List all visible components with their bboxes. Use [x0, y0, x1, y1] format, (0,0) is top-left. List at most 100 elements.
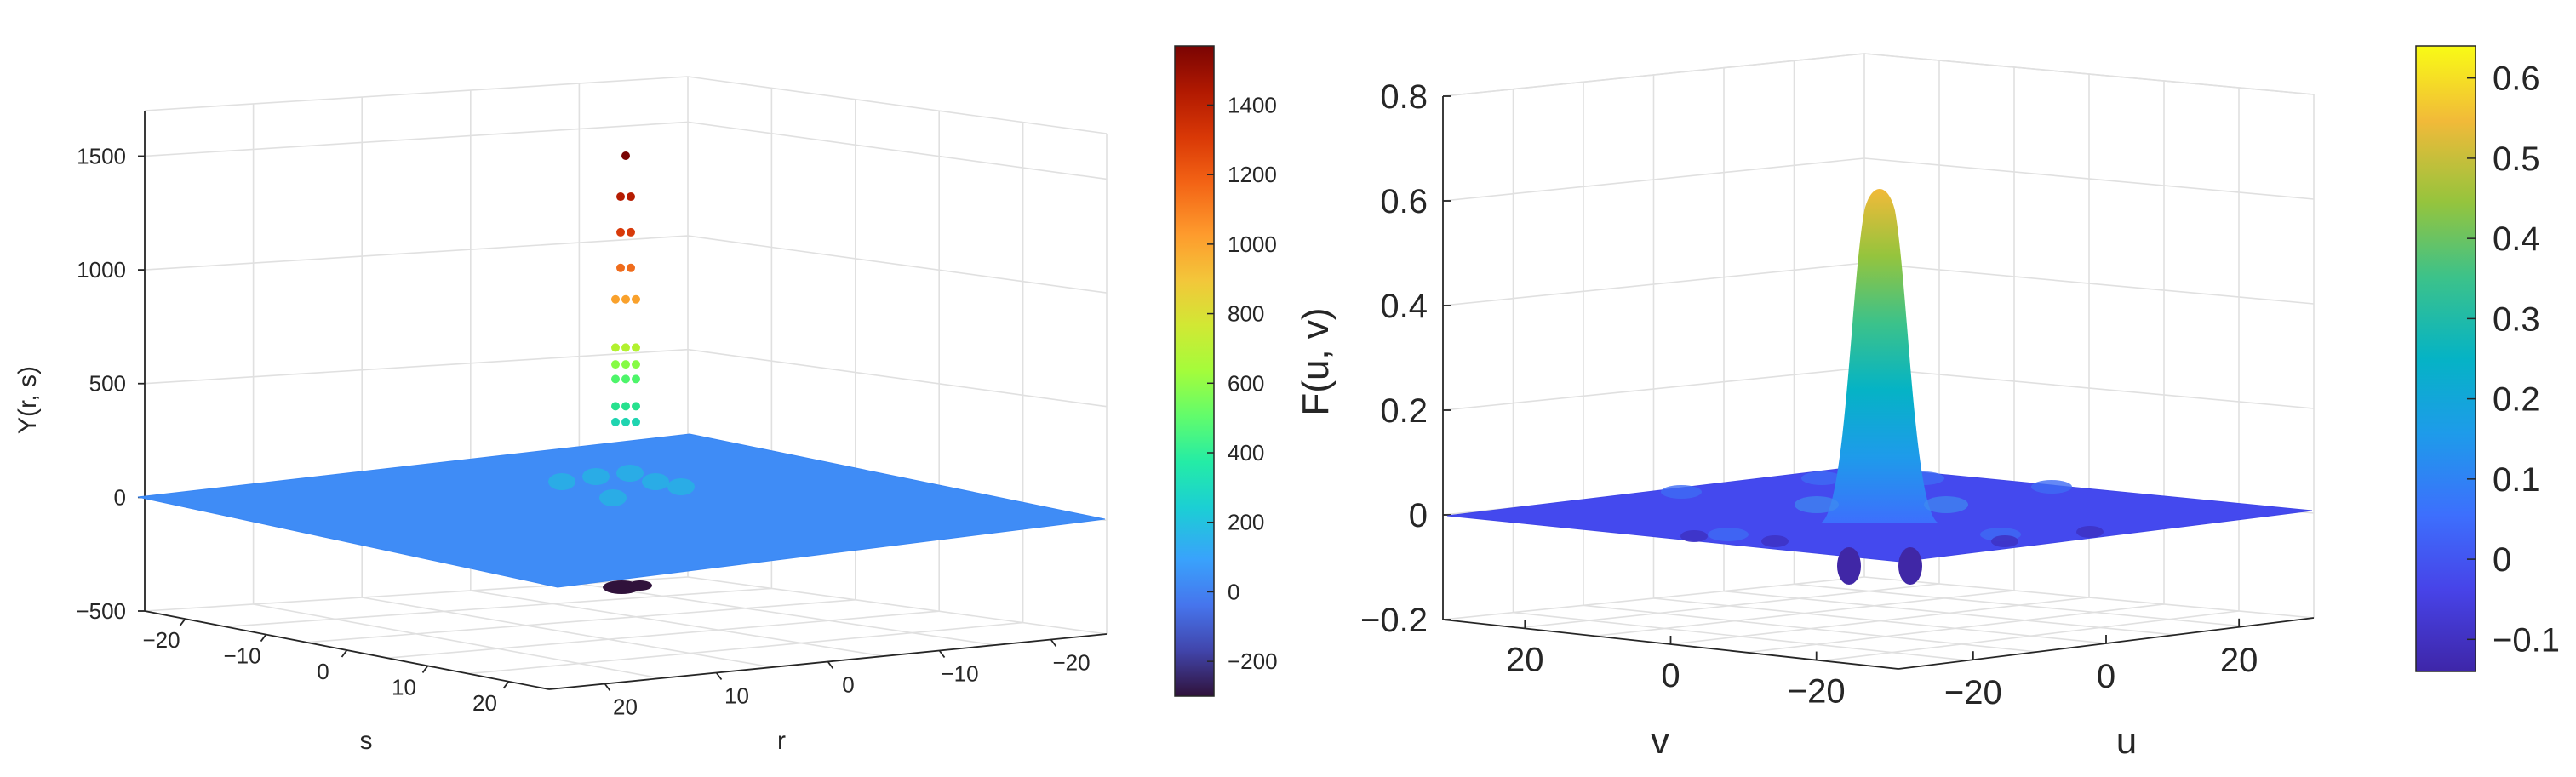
peak-point — [611, 402, 620, 411]
y-axis-label-left: s — [360, 727, 373, 755]
z-tick-label: 500 — [89, 371, 126, 397]
bump-mark — [582, 468, 610, 485]
bump-mark — [667, 478, 695, 495]
peak-point — [621, 360, 630, 369]
bump-mark — [616, 465, 644, 482]
wall-grid-line — [1863, 53, 2315, 95]
ripple — [2031, 480, 2072, 494]
y-axis-label-right: v — [1651, 720, 1669, 762]
colorbar-tick-label: 800 — [1228, 301, 1264, 327]
x-axis-label-right: u — [2116, 720, 2137, 762]
z-tick-label: 1000 — [77, 257, 126, 283]
peak-point — [616, 263, 625, 272]
colorbar-tick-label: 1000 — [1228, 231, 1277, 257]
trough — [1761, 535, 1789, 547]
wall-grid-line — [687, 235, 1108, 294]
ripple — [1661, 485, 1702, 499]
y-tick-label: 20 — [472, 690, 497, 716]
colorbar-tick-label: 0.4 — [2493, 220, 2540, 258]
floor-grid-line — [225, 587, 772, 628]
y-tick-label: 0 — [1661, 657, 1680, 694]
wall-grid-line — [1863, 367, 2315, 409]
wall-grid-line — [144, 576, 689, 612]
scatter-base-plane — [137, 433, 1106, 594]
z-tick-label: 0 — [1409, 497, 1428, 534]
ripple — [1708, 528, 1749, 541]
peak-point — [621, 151, 630, 160]
wall-grid-line — [144, 76, 689, 111]
floor-grid-line — [470, 590, 884, 657]
peak-point — [616, 227, 625, 237]
colorbar-tick-label: 1400 — [1228, 92, 1277, 117]
colorbar-tick-label: −200 — [1228, 648, 1278, 674]
y-tick-label: 10 — [392, 674, 416, 700]
peak-point — [621, 374, 630, 384]
x-tick-label: 10 — [724, 683, 749, 709]
surface-mesh — [1446, 189, 2313, 585]
trough — [1991, 535, 2018, 547]
trough — [1898, 547, 1922, 585]
y-tick-mark — [502, 681, 510, 689]
wall-grid-line — [144, 235, 689, 271]
y-tick-mark — [260, 634, 267, 643]
x-tick-mark — [604, 683, 611, 692]
x-tick-label: 0 — [2097, 658, 2115, 695]
left-colorbar-ticks: −200 0 200 400 600 800 1000 1200 1400 — [1207, 92, 1278, 674]
colorbar-turbo — [1174, 45, 1215, 697]
wall-grid-line — [687, 576, 1108, 635]
surface-peak — [1820, 189, 1939, 524]
peak-point — [621, 294, 630, 304]
x-tick-label: 0 — [842, 672, 854, 698]
wall-grid-line — [687, 121, 1108, 180]
y-tick-mark — [179, 618, 186, 626]
ripple — [1801, 471, 1842, 485]
wall-grid-line — [1442, 157, 1865, 202]
right-axis-lines — [1442, 95, 2315, 670]
x-tick-mark — [827, 660, 834, 670]
z-tick-label: 0 — [114, 484, 126, 510]
colorbar-tick-label: 200 — [1228, 510, 1264, 535]
x-tick-label: −20 — [1052, 650, 1090, 676]
left-tick-labels: −500 0 500 1000 1500 −20 −10 0 10 20 20 10 0 −10 −20 — [76, 143, 1090, 719]
right-colorbar-ticks: −0.1 0 0.1 0.2 0.3 0.4 0.5 0.6 — [2467, 60, 2560, 659]
floor-grid-line — [467, 621, 1023, 675]
colorbar-tick-label: −0.1 — [2493, 621, 2560, 659]
bump-mark — [548, 473, 575, 490]
z-tick-label: 0.6 — [1380, 183, 1428, 220]
colorbar-tick-label: 1200 — [1228, 162, 1277, 187]
z-tick-label: −0.2 — [1360, 602, 1428, 639]
peak-point — [632, 402, 640, 411]
y-tick-label: 20 — [1506, 641, 1544, 678]
peak-point — [632, 343, 640, 352]
ripple — [1924, 496, 1968, 513]
colorbar-tick-label: 400 — [1228, 440, 1264, 466]
wall-grid-line — [1863, 576, 2315, 619]
surface3d-plot: −0.200.20.40.60.820 0 −20 −20 0 20 F(u, v) v … — [1295, 45, 2560, 762]
y-tick-label: 0 — [317, 659, 329, 684]
left-axis-lines — [138, 111, 1108, 692]
trough — [1680, 530, 1708, 542]
y-tick-mark — [341, 649, 348, 658]
peak-point — [621, 417, 630, 426]
x-tick-mark — [938, 649, 946, 659]
peak-point — [621, 343, 630, 352]
peak-point — [616, 192, 625, 202]
x-tick-label: 20 — [613, 694, 638, 720]
peak-point — [627, 192, 635, 202]
floor-grid-line — [306, 599, 856, 643]
colorbar-tick-label: 600 — [1228, 370, 1264, 396]
floor-grid-line — [362, 597, 773, 668]
colorbar-parula — [2415, 45, 2476, 672]
x-tick-mark — [715, 671, 723, 681]
base-plane — [137, 433, 1106, 588]
peak-point — [621, 402, 630, 411]
colorbar-tick-label: 0.1 — [2493, 461, 2540, 499]
peak-point — [611, 360, 620, 369]
scatter3d-plot: −500 0 500 1000 1500 −20 −10 0 10 20 20 10 0 −10 −20 Y… — [14, 45, 1278, 755]
colorbar-tick-label: 0.6 — [2493, 60, 2540, 98]
x-tick-label: −20 — [1944, 674, 2002, 711]
x-tick-label: −10 — [941, 661, 978, 687]
x-axis-label-left: r — [777, 727, 786, 755]
colorbar-tick-label: 0 — [2493, 541, 2511, 579]
left-colorbar: −200 0 200 400 600 800 1000 1200 1400 — [1174, 45, 1278, 697]
